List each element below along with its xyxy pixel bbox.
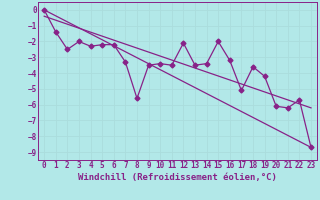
X-axis label: Windchill (Refroidissement éolien,°C): Windchill (Refroidissement éolien,°C) [78,173,277,182]
